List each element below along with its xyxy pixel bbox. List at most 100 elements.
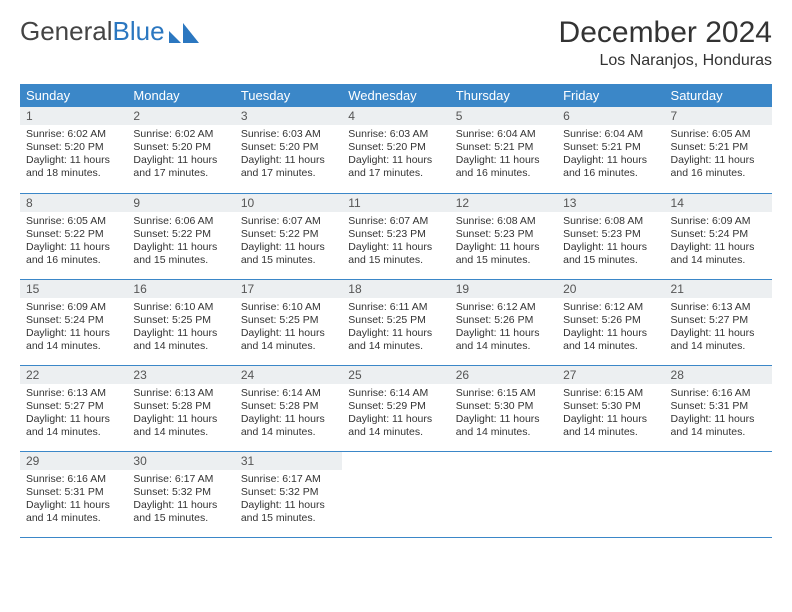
title-block: December 2024 Los Naranjos, Honduras — [559, 16, 772, 70]
calendar-day-cell: 10Sunrise: 6:07 AMSunset: 5:22 PMDayligh… — [235, 193, 342, 279]
day-number: 21 — [665, 280, 772, 298]
day-number: 16 — [127, 280, 234, 298]
logo-shape-icon — [169, 21, 199, 43]
calendar-day-cell — [557, 451, 664, 537]
weekday-header: Monday — [127, 84, 234, 107]
calendar-day-cell: 6Sunrise: 6:04 AMSunset: 5:21 PMDaylight… — [557, 107, 664, 193]
day-number: 1 — [20, 107, 127, 125]
day-number: 11 — [342, 194, 449, 212]
weekday-header: Sunday — [20, 84, 127, 107]
day-number: 7 — [665, 107, 772, 125]
calendar-day-cell: 19Sunrise: 6:12 AMSunset: 5:26 PMDayligh… — [450, 279, 557, 365]
calendar-day-cell — [665, 451, 772, 537]
day-number: 15 — [20, 280, 127, 298]
weekday-header-row: SundayMondayTuesdayWednesdayThursdayFrid… — [20, 84, 772, 107]
day-number: 27 — [557, 366, 664, 384]
day-number: 31 — [235, 452, 342, 470]
calendar-day-cell: 11Sunrise: 6:07 AMSunset: 5:23 PMDayligh… — [342, 193, 449, 279]
day-details: Sunrise: 6:17 AMSunset: 5:32 PMDaylight:… — [127, 470, 234, 530]
day-details: Sunrise: 6:16 AMSunset: 5:31 PMDaylight:… — [665, 384, 772, 444]
day-details: Sunrise: 6:12 AMSunset: 5:26 PMDaylight:… — [557, 298, 664, 358]
day-details: Sunrise: 6:04 AMSunset: 5:21 PMDaylight:… — [450, 125, 557, 185]
day-details: Sunrise: 6:09 AMSunset: 5:24 PMDaylight:… — [665, 212, 772, 272]
calendar-day-cell: 24Sunrise: 6:14 AMSunset: 5:28 PMDayligh… — [235, 365, 342, 451]
day-details: Sunrise: 6:03 AMSunset: 5:20 PMDaylight:… — [235, 125, 342, 185]
day-details: Sunrise: 6:13 AMSunset: 5:27 PMDaylight:… — [665, 298, 772, 358]
weekday-header: Wednesday — [342, 84, 449, 107]
day-number: 5 — [450, 107, 557, 125]
logo-text-2: Blue — [113, 16, 165, 47]
calendar-day-cell: 7Sunrise: 6:05 AMSunset: 5:21 PMDaylight… — [665, 107, 772, 193]
calendar-day-cell: 14Sunrise: 6:09 AMSunset: 5:24 PMDayligh… — [665, 193, 772, 279]
calendar-day-cell: 8Sunrise: 6:05 AMSunset: 5:22 PMDaylight… — [20, 193, 127, 279]
day-number: 13 — [557, 194, 664, 212]
day-number: 8 — [20, 194, 127, 212]
calendar-day-cell: 21Sunrise: 6:13 AMSunset: 5:27 PMDayligh… — [665, 279, 772, 365]
calendar-day-cell: 29Sunrise: 6:16 AMSunset: 5:31 PMDayligh… — [20, 451, 127, 537]
day-details: Sunrise: 6:05 AMSunset: 5:22 PMDaylight:… — [20, 212, 127, 272]
calendar-day-cell — [450, 451, 557, 537]
weekday-header: Thursday — [450, 84, 557, 107]
calendar-day-cell: 16Sunrise: 6:10 AMSunset: 5:25 PMDayligh… — [127, 279, 234, 365]
calendar-week-row: 8Sunrise: 6:05 AMSunset: 5:22 PMDaylight… — [20, 193, 772, 279]
day-details: Sunrise: 6:07 AMSunset: 5:22 PMDaylight:… — [235, 212, 342, 272]
calendar-day-cell: 18Sunrise: 6:11 AMSunset: 5:25 PMDayligh… — [342, 279, 449, 365]
calendar-day-cell: 27Sunrise: 6:15 AMSunset: 5:30 PMDayligh… — [557, 365, 664, 451]
logo-text-1: General — [20, 16, 113, 47]
calendar-week-row: 29Sunrise: 6:16 AMSunset: 5:31 PMDayligh… — [20, 451, 772, 537]
weekday-header: Tuesday — [235, 84, 342, 107]
day-details: Sunrise: 6:05 AMSunset: 5:21 PMDaylight:… — [665, 125, 772, 185]
day-details: Sunrise: 6:13 AMSunset: 5:28 PMDaylight:… — [127, 384, 234, 444]
day-number: 24 — [235, 366, 342, 384]
day-number: 23 — [127, 366, 234, 384]
day-details: Sunrise: 6:14 AMSunset: 5:29 PMDaylight:… — [342, 384, 449, 444]
day-details: Sunrise: 6:03 AMSunset: 5:20 PMDaylight:… — [342, 125, 449, 185]
day-number: 9 — [127, 194, 234, 212]
day-details: Sunrise: 6:02 AMSunset: 5:20 PMDaylight:… — [20, 125, 127, 185]
day-details: Sunrise: 6:02 AMSunset: 5:20 PMDaylight:… — [127, 125, 234, 185]
day-details: Sunrise: 6:10 AMSunset: 5:25 PMDaylight:… — [127, 298, 234, 358]
calendar-day-cell: 25Sunrise: 6:14 AMSunset: 5:29 PMDayligh… — [342, 365, 449, 451]
day-number: 14 — [665, 194, 772, 212]
calendar-day-cell: 23Sunrise: 6:13 AMSunset: 5:28 PMDayligh… — [127, 365, 234, 451]
calendar-day-cell: 30Sunrise: 6:17 AMSunset: 5:32 PMDayligh… — [127, 451, 234, 537]
calendar-day-cell: 22Sunrise: 6:13 AMSunset: 5:27 PMDayligh… — [20, 365, 127, 451]
day-details: Sunrise: 6:13 AMSunset: 5:27 PMDaylight:… — [20, 384, 127, 444]
calendar-day-cell: 17Sunrise: 6:10 AMSunset: 5:25 PMDayligh… — [235, 279, 342, 365]
day-details: Sunrise: 6:10 AMSunset: 5:25 PMDaylight:… — [235, 298, 342, 358]
day-details: Sunrise: 6:12 AMSunset: 5:26 PMDaylight:… — [450, 298, 557, 358]
day-details: Sunrise: 6:09 AMSunset: 5:24 PMDaylight:… — [20, 298, 127, 358]
day-number: 17 — [235, 280, 342, 298]
weekday-header: Friday — [557, 84, 664, 107]
header: GeneralBlue December 2024 Los Naranjos, … — [20, 16, 772, 70]
calendar-day-cell — [342, 451, 449, 537]
weekday-header: Saturday — [665, 84, 772, 107]
calendar-day-cell: 9Sunrise: 6:06 AMSunset: 5:22 PMDaylight… — [127, 193, 234, 279]
day-details: Sunrise: 6:08 AMSunset: 5:23 PMDaylight:… — [450, 212, 557, 272]
calendar-day-cell: 5Sunrise: 6:04 AMSunset: 5:21 PMDaylight… — [450, 107, 557, 193]
day-number: 10 — [235, 194, 342, 212]
day-details: Sunrise: 6:04 AMSunset: 5:21 PMDaylight:… — [557, 125, 664, 185]
calendar-day-cell: 28Sunrise: 6:16 AMSunset: 5:31 PMDayligh… — [665, 365, 772, 451]
calendar-week-row: 15Sunrise: 6:09 AMSunset: 5:24 PMDayligh… — [20, 279, 772, 365]
logo: GeneralBlue — [20, 16, 199, 47]
day-details: Sunrise: 6:17 AMSunset: 5:32 PMDaylight:… — [235, 470, 342, 530]
calendar-week-row: 1Sunrise: 6:02 AMSunset: 5:20 PMDaylight… — [20, 107, 772, 193]
day-number: 22 — [20, 366, 127, 384]
calendar-day-cell: 26Sunrise: 6:15 AMSunset: 5:30 PMDayligh… — [450, 365, 557, 451]
day-details: Sunrise: 6:14 AMSunset: 5:28 PMDaylight:… — [235, 384, 342, 444]
calendar-day-cell: 15Sunrise: 6:09 AMSunset: 5:24 PMDayligh… — [20, 279, 127, 365]
calendar-day-cell: 2Sunrise: 6:02 AMSunset: 5:20 PMDaylight… — [127, 107, 234, 193]
day-number: 2 — [127, 107, 234, 125]
day-number: 4 — [342, 107, 449, 125]
calendar-table: SundayMondayTuesdayWednesdayThursdayFrid… — [20, 84, 772, 538]
day-number: 30 — [127, 452, 234, 470]
day-details: Sunrise: 6:11 AMSunset: 5:25 PMDaylight:… — [342, 298, 449, 358]
month-title: December 2024 — [559, 16, 772, 50]
day-number: 3 — [235, 107, 342, 125]
day-number: 20 — [557, 280, 664, 298]
location: Los Naranjos, Honduras — [559, 52, 772, 70]
day-number: 26 — [450, 366, 557, 384]
day-details: Sunrise: 6:16 AMSunset: 5:31 PMDaylight:… — [20, 470, 127, 530]
calendar-day-cell: 3Sunrise: 6:03 AMSunset: 5:20 PMDaylight… — [235, 107, 342, 193]
